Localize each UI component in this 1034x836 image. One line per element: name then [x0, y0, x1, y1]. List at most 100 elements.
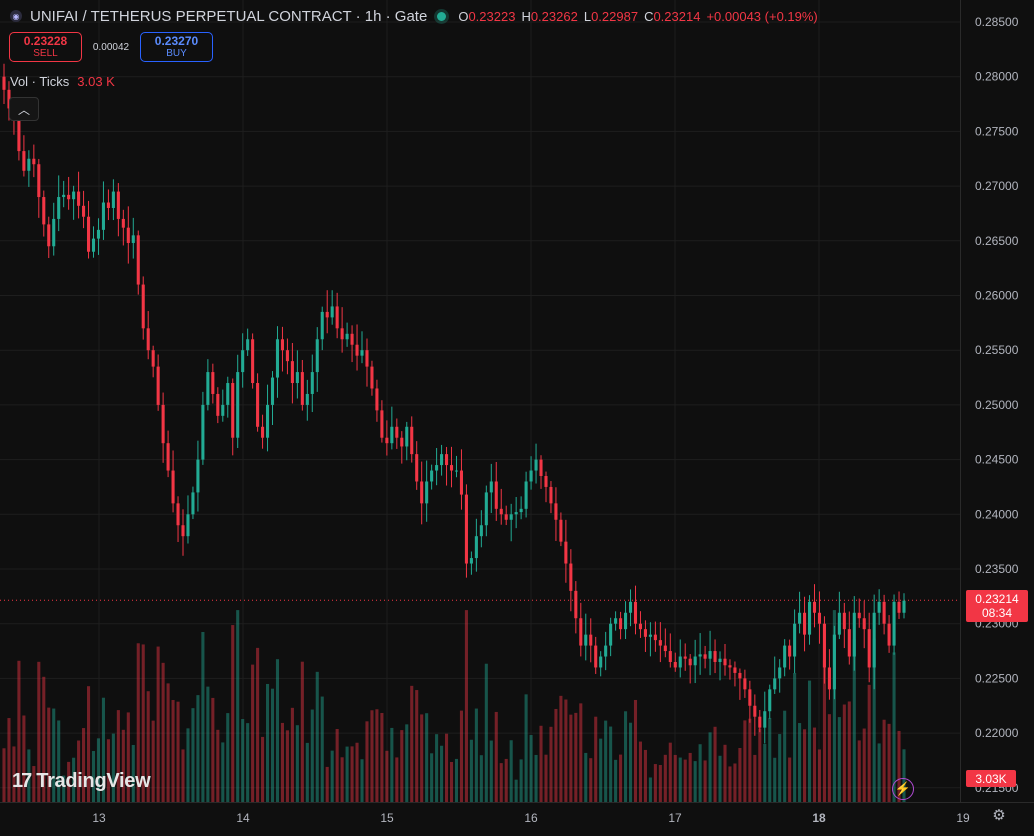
- time-axis[interactable]: 13 14 15 16 17 18 19: [0, 802, 1034, 831]
- volume-bar: [688, 752, 692, 802]
- volume-bar: [91, 751, 96, 802]
- candle-body: [723, 658, 727, 666]
- candle-body: [91, 238, 96, 252]
- candlestick-plot[interactable]: [0, 0, 960, 802]
- y-tick-label: 0.22000: [975, 726, 1019, 740]
- tradingview-wordmark: TradingView: [36, 770, 151, 792]
- candle-body: [62, 194, 66, 198]
- candle-body: [166, 443, 170, 471]
- candle-body: [614, 618, 618, 624]
- candle-body: [350, 333, 354, 345]
- volume-bar: [285, 730, 289, 802]
- volume-bar: [395, 757, 399, 802]
- volume-bar: [12, 746, 16, 802]
- candle-body: [807, 601, 812, 635]
- volume-bar: [72, 757, 76, 802]
- candle-body: [703, 654, 707, 659]
- volume-bar: [479, 755, 483, 802]
- candle-body: [206, 372, 210, 405]
- symbol-title[interactable]: UNIFAI / TETHERUS PERPETUAL CONTRACT · 1…: [30, 7, 428, 25]
- volume-bar: [96, 738, 101, 802]
- volume-bar: [57, 720, 61, 802]
- candle-body: [295, 372, 299, 384]
- volume-bar: [594, 716, 598, 802]
- candle-body: [390, 426, 394, 444]
- candle-body: [773, 678, 777, 690]
- volume-bar: [454, 758, 459, 802]
- collapse-legend-button[interactable]: ︿: [9, 97, 39, 121]
- volume-bar: [564, 699, 568, 802]
- candle-body: [126, 227, 130, 243]
- volume-bar: [42, 676, 46, 802]
- volume-bar: [509, 740, 513, 802]
- volume-bar: [758, 728, 762, 802]
- volume-bar: [261, 736, 265, 802]
- sell-label: SELL: [33, 47, 58, 59]
- volume-bar: [718, 755, 722, 802]
- candle-body: [832, 634, 836, 690]
- candle-body: [882, 601, 886, 624]
- candle-body: [718, 658, 722, 662]
- ohlc-open: O0.23223: [458, 8, 516, 24]
- candle-body: [499, 508, 503, 515]
- candle-body: [2, 76, 6, 90]
- candle-body: [181, 525, 185, 537]
- volume-bar: [559, 695, 563, 802]
- candle-body: [449, 465, 454, 471]
- volume-bar: [449, 761, 454, 802]
- y-tick-label: 0.28500: [975, 15, 1019, 29]
- volume-bar: [733, 763, 737, 802]
- candle-body: [261, 426, 265, 438]
- volume-bar: [67, 761, 71, 802]
- volume-bar: [211, 697, 215, 802]
- sell-button[interactable]: 0.23228 SELL: [9, 32, 82, 62]
- volume-bar: [653, 764, 657, 802]
- volume-legend[interactable]: Vol · Ticks 3.03 K: [10, 74, 115, 89]
- buy-button[interactable]: 0.23270 BUY: [140, 32, 213, 62]
- candle-body: [57, 197, 61, 219]
- last-price-tag: 0.23214 08:34: [966, 590, 1028, 622]
- candle-body: [514, 512, 518, 515]
- volume-bar: [643, 749, 647, 802]
- volume-bar: [693, 761, 697, 802]
- candle-body: [822, 623, 826, 668]
- symbol-logo-icon[interactable]: ◉: [10, 10, 22, 22]
- candle-body: [415, 454, 419, 482]
- volume-bar: [360, 759, 364, 802]
- volume-bar: [126, 712, 130, 802]
- volume-bar: [116, 710, 120, 802]
- candle-body: [290, 361, 294, 384]
- price-axis[interactable]: 0.28500 0.28000 0.27500 0.27000 0.26500 0.260…: [960, 0, 1034, 802]
- volume-bar: [778, 734, 782, 802]
- volume-bar: [738, 747, 742, 802]
- chart-area[interactable]: ◉ UNIFAI / TETHERUS PERPETUAL CONTRACT ·…: [0, 0, 960, 802]
- candle-body: [743, 678, 747, 690]
- volume-bar: [867, 684, 871, 802]
- candle-body: [111, 191, 115, 208]
- candle-body: [713, 651, 717, 662]
- volume-bar: [37, 661, 41, 802]
- volume-bar: [196, 695, 200, 802]
- candle-body: [52, 218, 56, 247]
- candle-body: [643, 629, 647, 637]
- volume-bar: [609, 726, 613, 802]
- candle-body: [484, 492, 488, 526]
- y-tick-label: 0.23500: [975, 562, 1019, 576]
- candle-body: [599, 656, 603, 668]
- candle-body: [584, 634, 588, 646]
- volume-bar: [549, 726, 553, 802]
- candle-body: [445, 454, 449, 466]
- candle-body: [330, 306, 334, 318]
- volume-bar: [405, 724, 409, 802]
- candle-body: [579, 618, 583, 646]
- x-tick-label: 14: [236, 811, 250, 825]
- tradingview-logo[interactable]: 17 TradingView: [12, 770, 151, 793]
- lightning-icon[interactable]: ⚡: [892, 778, 914, 800]
- candle-body: [355, 344, 359, 356]
- candle-body: [638, 623, 643, 630]
- candle-body: [435, 465, 439, 471]
- volume-bar: [837, 717, 841, 802]
- gear-icon[interactable]: ⚙: [992, 807, 1006, 824]
- volume-bar: [176, 701, 180, 802]
- candle-body: [564, 541, 568, 564]
